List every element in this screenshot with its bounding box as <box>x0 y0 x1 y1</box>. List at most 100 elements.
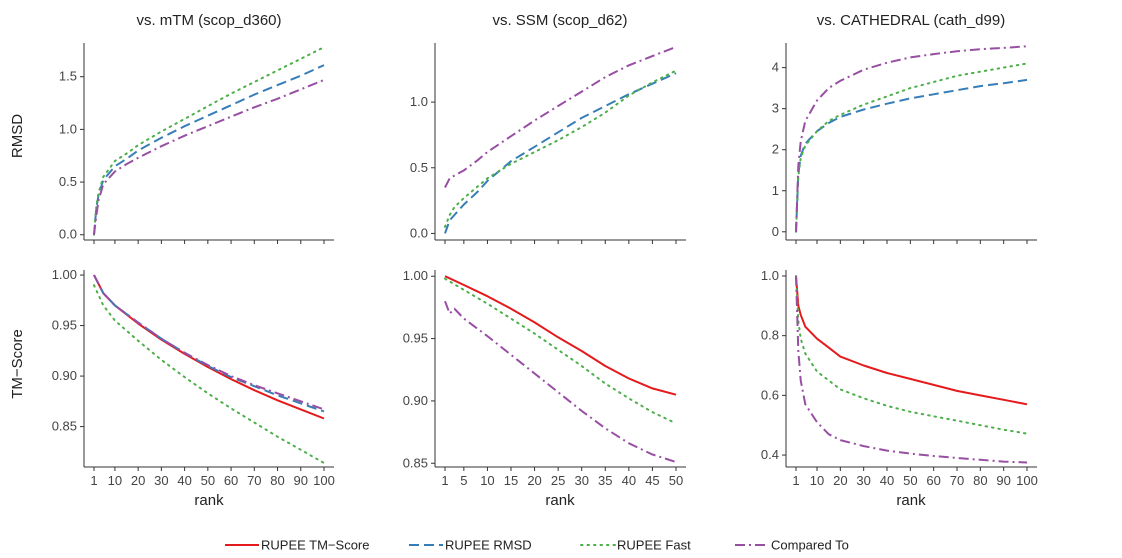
y-tick-label: 0.85 <box>403 455 428 470</box>
series-line-rupee-rmsd <box>93 274 325 413</box>
x-tick-label: 40 <box>177 473 191 488</box>
x-tick-label: 50 <box>669 473 683 488</box>
x-tick-label: 1 <box>441 473 448 488</box>
series-line-compared-to <box>795 275 1028 464</box>
legend-item: RUPEE TM−Score <box>225 538 370 553</box>
x-tick-label: 70 <box>950 473 964 488</box>
x-tick-label: 40 <box>622 473 636 488</box>
series-line-rupee-tm-score <box>795 275 1028 406</box>
series-line-rupee-rmsd <box>795 78 1028 232</box>
y-tick-label: 1 <box>772 183 779 198</box>
x-tick-label: 10 <box>810 473 824 488</box>
column-title-2: vs. CATHEDRAL (cath_d99) <box>817 12 1005 29</box>
legend-item: RUPEE RMSD <box>409 538 532 553</box>
series-line-rupee-tm-score <box>444 275 677 396</box>
x-tick-label: 30 <box>856 473 870 488</box>
series-line-rupee-rmsd <box>444 72 677 234</box>
panel-0-0: 0.0 0.5 1.0 1.5 <box>59 43 334 244</box>
series-line-rupee-fast <box>795 62 1028 233</box>
x-tick-label: 80 <box>973 473 987 488</box>
legend-label: RUPEE Fast <box>617 538 691 553</box>
y-tick-label: 0.85 <box>52 419 77 434</box>
y-tick-label: 2 <box>772 142 779 157</box>
legend-label: RUPEE TM−Score <box>261 538 370 553</box>
x-tick-label: 90 <box>996 473 1010 488</box>
y-tick-label: 1.00 <box>52 267 77 282</box>
y-tick-label: 0.5 <box>59 174 77 189</box>
series-line-rupee-rmsd <box>93 64 325 235</box>
series-line-rupee-fast <box>795 275 1028 435</box>
legend-label: Compared To <box>771 538 849 553</box>
y-tick-label: 0.0 <box>59 227 77 242</box>
series-line-rupee-fast <box>444 69 677 228</box>
y-tick-label: 3 <box>772 101 779 116</box>
x-tick-label: 35 <box>598 473 612 488</box>
x-tick-label: 15 <box>504 473 518 488</box>
column-title-1: vs. SSM (scop_d62) <box>492 12 627 29</box>
legend: RUPEE TM−Score RUPEE RMSD RUPEE Fast Compar… <box>225 538 849 553</box>
y-tick-label: 0.90 <box>403 393 428 408</box>
series-line-rupee-fast <box>444 277 677 425</box>
y-tick-label: 0 <box>772 224 779 239</box>
x-tick-label: 1 <box>792 473 799 488</box>
x-tick-label: 10 <box>480 473 494 488</box>
x-tick-label: 50 <box>201 473 215 488</box>
column-title-0: vs. mTM (scop_d360) <box>136 12 281 29</box>
y-tick-label: 0.90 <box>52 368 77 383</box>
y-tick-label: 0.4 <box>761 447 779 462</box>
x-tick-label: 50 <box>903 473 917 488</box>
x-tick-label: 60 <box>224 473 238 488</box>
x-tick-label: 30 <box>574 473 588 488</box>
y-tick-label: 1.0 <box>410 94 428 109</box>
x-tick-label: 5 <box>460 473 467 488</box>
x-tick-label: 90 <box>294 473 308 488</box>
series-line-compared-to <box>444 300 677 463</box>
y-tick-label: 0.95 <box>52 318 77 333</box>
row-label-tm-score: TM−Score <box>9 329 26 399</box>
x-tick-label: 60 <box>926 473 940 488</box>
x-tick-label: 100 <box>1016 473 1038 488</box>
x-axis-titles: rank rank rank <box>194 492 926 509</box>
x-tick-label: 20 <box>833 473 847 488</box>
panel-0-2: 0 1 2 3 4 <box>772 43 1037 244</box>
x-tick-label: 10 <box>108 473 122 488</box>
y-tick-label: 0.5 <box>410 160 428 175</box>
series-line-compared-to <box>93 274 325 411</box>
x-axis-title-2: rank <box>896 492 926 509</box>
legend-item: Compared To <box>735 538 849 553</box>
y-tick-label: 0.8 <box>761 328 779 343</box>
series-line-rupee-fast <box>93 284 325 464</box>
x-axis-title-1: rank <box>545 492 575 509</box>
panels: 0.00.51.01.50.00.51.0012340.850.900.951.… <box>52 43 1038 488</box>
x-tick-label: 20 <box>527 473 541 488</box>
row-label-rmsd: RMSD <box>9 114 26 158</box>
y-tick-label: 0.95 <box>403 331 428 346</box>
x-tick-label: 40 <box>880 473 894 488</box>
x-tick-label: 20 <box>131 473 145 488</box>
legend-item: RUPEE Fast <box>580 538 691 553</box>
column-titles: vs. mTM (scop_d360) vs. SSM (scop_d62) v… <box>136 12 1005 29</box>
panel-1-0: 0.85 0.90 0.95 1.00 1 10 20 30 40 50 60 70 80 90 100 <box>52 267 335 488</box>
x-axis-title-0: rank <box>194 492 224 509</box>
panel-1-1: 0.85 0.90 0.95 1.00 1 5 10 15 20 25 30 35 40 45 50 <box>403 268 686 488</box>
x-tick-label: 1 <box>90 473 97 488</box>
y-tick-label: 0.6 <box>761 387 779 402</box>
panel-0-1: 0.0 0.5 1.0 <box>410 43 686 244</box>
x-tick-label: 100 <box>313 473 335 488</box>
panel-1-2: 0.4 0.6 0.8 1.0 1 10 20 30 40 50 60 70 80 90 100 <box>761 268 1038 488</box>
series-line-rupee-fast <box>93 46 325 236</box>
x-tick-label: 25 <box>551 473 565 488</box>
y-tick-label: 1.00 <box>403 268 428 283</box>
y-tick-label: 1.0 <box>761 268 779 283</box>
legend-label: RUPEE RMSD <box>445 538 532 553</box>
y-tick-label: 4 <box>772 60 779 75</box>
y-tick-label: 0.0 <box>410 225 428 240</box>
x-tick-label: 45 <box>645 473 659 488</box>
x-tick-label: 80 <box>270 473 284 488</box>
series-line-compared-to <box>795 45 1028 232</box>
y-tick-label: 1.0 <box>59 121 77 136</box>
series-line-compared-to <box>93 78 325 235</box>
row-labels: RMSD TM−Score <box>9 114 26 399</box>
y-tick-label: 1.5 <box>59 69 77 84</box>
